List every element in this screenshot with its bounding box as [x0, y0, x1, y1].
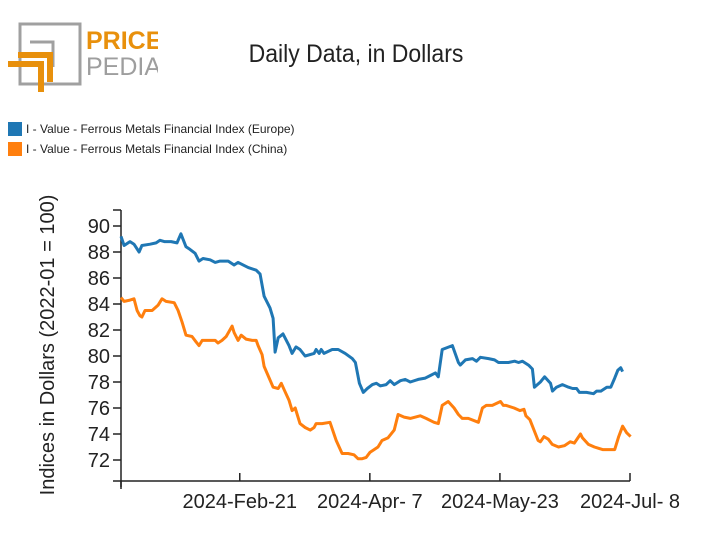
legend: I - Value - Ferrous Metals Financial Ind…	[8, 119, 295, 159]
y-tick-label: 84	[88, 294, 110, 316]
y-axis-title: Indices in Dollars (2022-01 = 100)	[37, 195, 59, 496]
x-axis: 2024-Feb-21 2024-Apr- 7 2024-May-23 2024-Ju…	[113, 473, 680, 513]
chart-title: Daily Data, in Dollars	[248, 40, 464, 68]
x-tick-label: 2024-May-23	[441, 491, 559, 513]
y-tick-label: 76	[88, 398, 110, 420]
y-tick-label: 78	[88, 372, 110, 394]
y-tick-label: 86	[88, 268, 110, 290]
y-axis: 72 74 76 78 80 82 84 86 88 90	[88, 209, 122, 487]
y-tick-label: 74	[88, 424, 110, 446]
legend-label-china: I - Value - Ferrous Metals Financial Ind…	[26, 142, 288, 156]
y-tick-label: 82	[88, 320, 110, 342]
legend-swatch-europe	[8, 122, 22, 136]
x-tick-label: 2024-Jul- 8	[580, 491, 680, 513]
logo-corner-orange-1	[8, 61, 44, 92]
series-line-china[interactable]	[119, 296, 632, 461]
series-line-europe[interactable]	[119, 232, 624, 396]
logo-corner-orange-2	[18, 52, 53, 82]
legend-item-europe[interactable]: I - Value - Ferrous Metals Financial Ind…	[8, 119, 295, 139]
y-tick-label: 90	[88, 216, 110, 238]
pricepedia-logo: PRICE PEDIA	[8, 22, 158, 92]
logo-text-pedia: PEDIA	[86, 53, 158, 81]
legend-swatch-china	[8, 142, 22, 156]
logo-text-price: PRICE	[86, 27, 158, 55]
y-tick-label: 72	[88, 450, 110, 472]
plot-lines	[119, 232, 632, 461]
x-tick-label: 2024-Apr- 7	[317, 491, 423, 513]
y-tick-label: 80	[88, 346, 110, 368]
legend-label-europe: I - Value - Ferrous Metals Financial Ind…	[26, 122, 295, 136]
x-tick-label: 2024-Feb-21	[183, 491, 298, 513]
legend-item-china[interactable]: I - Value - Ferrous Metals Financial Ind…	[8, 139, 295, 159]
y-tick-label: 88	[88, 242, 110, 264]
